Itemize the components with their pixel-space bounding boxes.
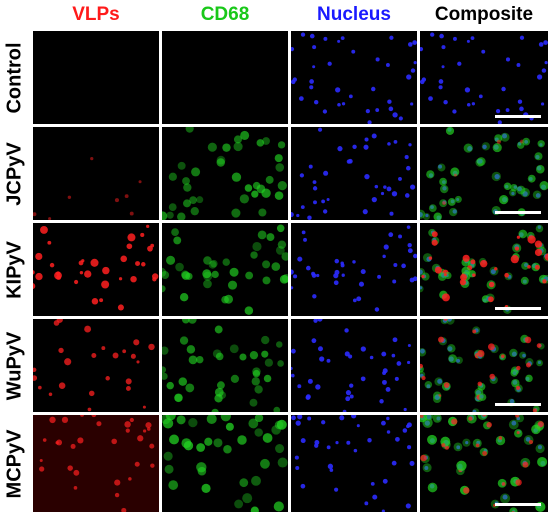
micrograph-panel-control-composite [420,31,548,124]
micrograph-panel-kipyv-vlps [33,223,159,316]
scale-bar [495,503,541,506]
micrograph-panel-control-cd68 [162,31,288,124]
micrograph-panel-kipyv-composite [420,223,548,316]
micrograph-panel-jcpyv-composite [420,127,548,220]
scale-bar [495,115,541,118]
micrograph-panel-wupyv-vlps [33,319,159,412]
column-header-vlps: VLPs [72,4,120,25]
micrograph-panel-control-vlps [33,31,159,124]
row-label-text: KIPyV [3,240,26,299]
row-label-mcpyv: MCPyV [0,415,30,512]
row-label-wupyv: WuPyV [0,319,30,412]
micrograph-panel-mcpyv-composite [420,415,548,512]
scale-bar [495,307,541,310]
micrograph-panel-control-nucleus [291,31,417,124]
row-label-kipyv: KIPyV [0,223,30,316]
row-label-text: WuPyV [3,331,26,400]
micrograph-panel-jcpyv-nucleus [291,127,417,220]
micrograph-panel-mcpyv-cd68 [162,415,288,512]
scale-bar [495,403,541,406]
micrograph-panel-mcpyv-nucleus [291,415,417,512]
micrograph-panel-mcpyv-vlps [33,415,159,512]
scale-bar [495,211,541,214]
row-label-text: Control [3,41,26,114]
row-label-text: MCPyV [3,429,26,498]
column-header-composite: Composite [434,4,534,25]
micrograph-panel-jcpyv-vlps [33,127,159,220]
column-header-nucleus: Nucleus [317,4,391,25]
micrograph-panel-wupyv-cd68 [162,319,288,412]
row-label-control: Control [0,31,30,124]
micrograph-panel-wupyv-nucleus [291,319,417,412]
micrograph-panel-wupyv-composite [420,319,548,412]
micrograph-panel-jcpyv-cd68 [162,127,288,220]
row-label-jcpyv: JCPyV [0,127,30,220]
micrograph-panel-kipyv-nucleus [291,223,417,316]
column-header-cd68: CD68 [200,4,250,25]
micrograph-panel-kipyv-cd68 [162,223,288,316]
row-label-text: JCPyV [3,141,26,206]
